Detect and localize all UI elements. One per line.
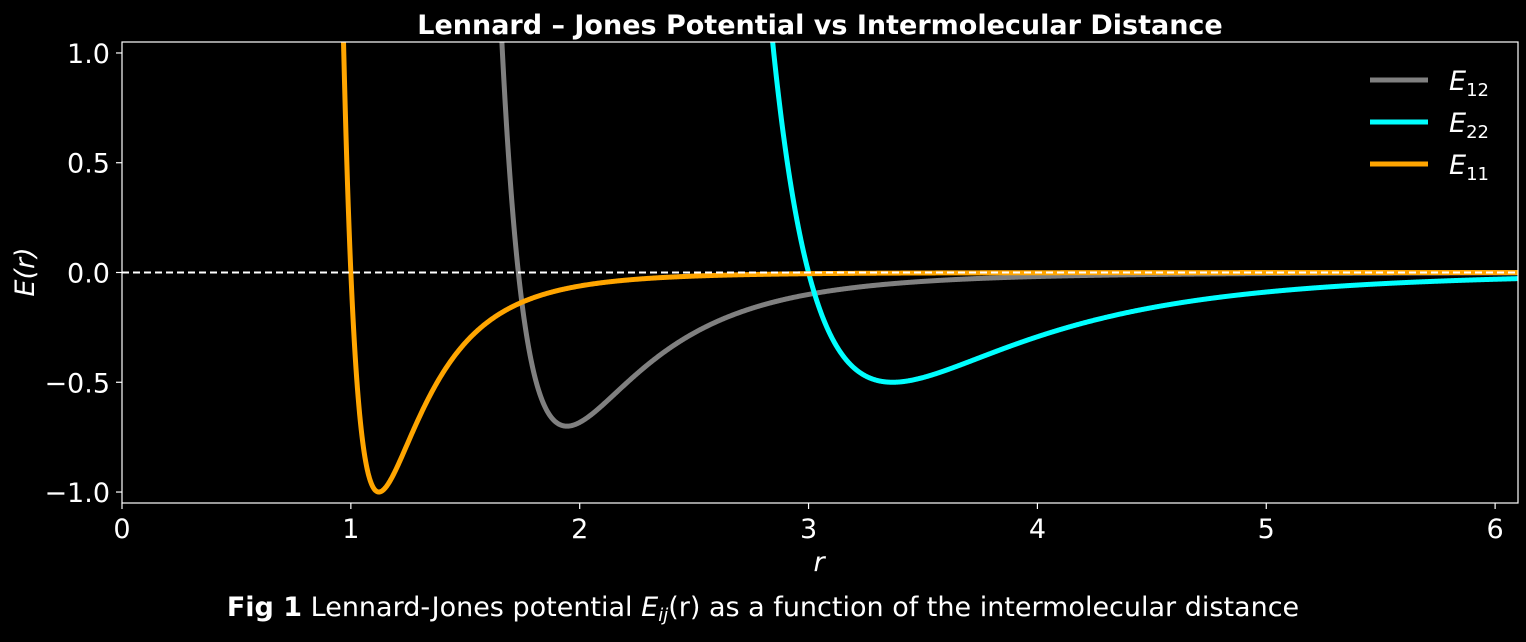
legend-label-E11: E11 (1449, 150, 1489, 185)
caption-symbol: E (641, 592, 659, 623)
x-tick-label: 3 (800, 514, 817, 545)
x-tick-label: 2 (571, 514, 588, 545)
caption-text-after: as a function of the intermolecular dist… (700, 592, 1300, 623)
figure-caption: Fig 1 Lennard-Jones potential Eij(r) as … (0, 592, 1526, 626)
y-tick-label: −0.5 (44, 368, 110, 399)
chart-title: Lennard – Jones Potential vs Intermolecu… (417, 10, 1222, 41)
x-tick-label: 4 (1029, 514, 1046, 545)
y-axis: 1.0 0.5 0.0 −0.5 −1.0 (44, 39, 122, 509)
caption-prefix: Fig 1 (226, 592, 303, 623)
x-tick-label: 5 (1258, 514, 1275, 545)
y-tick-label: 1.0 (67, 39, 110, 70)
y-tick-label: −1.0 (44, 478, 110, 509)
series-line-E12 (499, 42, 1518, 429)
x-tick-label: 1 (342, 514, 359, 545)
legend-label-E22: E22 (1449, 108, 1489, 143)
y-tick-label: 0.5 (67, 149, 110, 180)
caption-symbol-subscript: ij (658, 605, 669, 626)
x-axis-label: r (813, 547, 826, 578)
legend: E12 E22 E11 (1370, 66, 1489, 185)
series-line-E22 (770, 42, 1518, 385)
caption-symbol-argument: (r) (668, 592, 701, 623)
curves-layer (341, 42, 1518, 495)
x-tick-label: 0 (113, 514, 130, 545)
caption-text-before: Lennard-Jones potential (302, 592, 642, 623)
y-tick-label: 0.0 (67, 259, 110, 290)
x-tick-label: 6 (1487, 514, 1504, 545)
x-axis: 0 1 2 3 4 5 6 (113, 503, 1504, 545)
series-line-E11 (341, 42, 1518, 495)
legend-label-E12: E12 (1449, 66, 1489, 101)
y-axis-label: E(r) (10, 247, 41, 296)
